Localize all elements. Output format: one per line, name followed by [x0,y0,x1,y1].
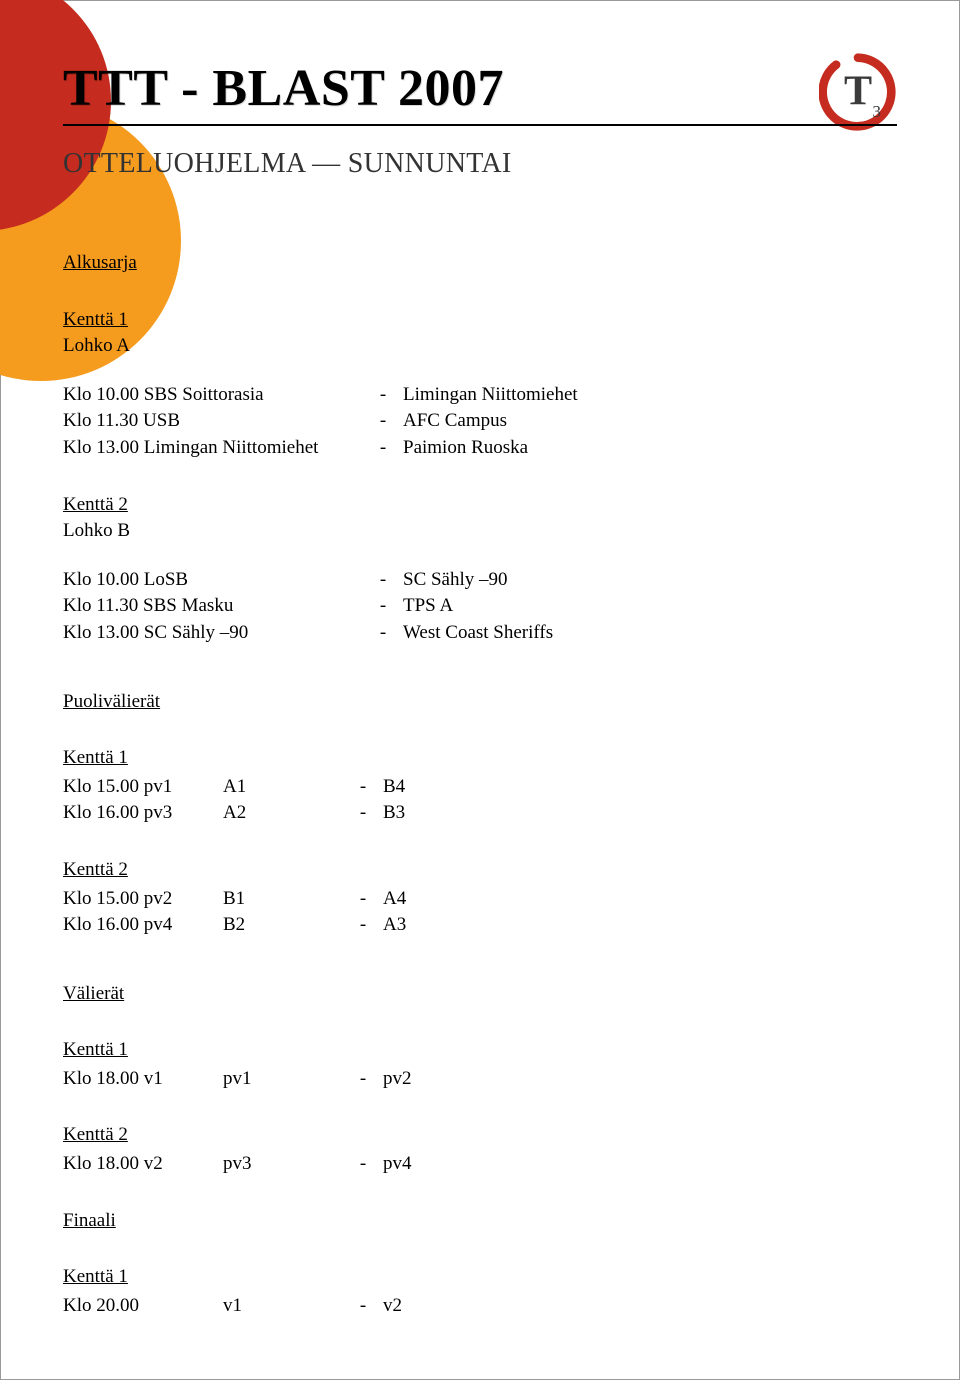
schedule-row: Klo 18.00 v1pv1-pv2 [63,1066,897,1093]
section-finaali: Finaali [63,1208,897,1235]
match-right: SC Sähly –90 [403,567,897,594]
match-left: Klo 11.30 USB [63,408,363,435]
match-time: Klo 20.00 [63,1293,223,1320]
ve-kentta2-label: Kenttä 2 [63,1122,897,1149]
match-right: TPS A [403,593,897,620]
match-right: A3 [383,912,463,939]
match-left: v1 [223,1293,343,1320]
match-time: Klo 18.00 v2 [63,1151,223,1178]
schedule-row: Klo 13.00 SC Sähly –90-West Coast Sherif… [63,620,897,647]
match-time: Klo 16.00 pv4 [63,912,223,939]
schedule-row: Klo 11.30 SBS Masku-TPS A [63,593,897,620]
dash: - [363,435,403,462]
page-subtitle: OTTELUOHJELMA — SUNNUNTAI [63,148,897,180]
match-left: Klo 13.00 Limingan Niittomiehet [63,435,363,462]
match-right: B3 [383,800,463,827]
match-left: B2 [223,912,343,939]
section-valierat: Välierät [63,981,897,1008]
dash: - [343,774,383,801]
match-right: B4 [383,774,463,801]
dash: - [363,620,403,647]
match-time: Klo 15.00 pv2 [63,886,223,913]
match-right: AFC Campus [403,408,897,435]
dash: - [363,593,403,620]
match-left: pv1 [223,1066,343,1093]
section-puolivalierat: Puolivälierät [63,689,897,716]
dash: - [343,800,383,827]
ve-kentta1-label: Kenttä 1 [63,1037,897,1064]
schedule-row: Klo 15.00 pv2B1-A4 [63,886,897,913]
match-left: Klo 10.00 LoSB [63,567,363,594]
schedule-row: Klo 15.00 pv1A1-B4 [63,774,897,801]
match-left: B1 [223,886,343,913]
match-time: Klo 15.00 pv1 [63,774,223,801]
pv-kentta2-label: Kenttä 2 [63,857,897,884]
schedule-row: Klo 20.00v1-v2 [63,1293,897,1320]
schedule-row: Klo 13.00 Limingan Niittomiehet-Paimion … [63,435,897,462]
match-left: Klo 11.30 SBS Masku [63,593,363,620]
fin-kentta1-label: Kenttä 1 [63,1264,897,1291]
match-left: Klo 13.00 SC Sähly –90 [63,620,363,647]
schedule-row: Klo 16.00 pv4B2-A3 [63,912,897,939]
match-right: Paimion Ruoska [403,435,897,462]
dash: - [343,1293,383,1320]
lohko-a-label: Lohko A [63,333,897,360]
match-time: Klo 18.00 v1 [63,1066,223,1093]
match-left: A2 [223,800,343,827]
dash: - [363,382,403,409]
page-title: TTT - BLAST 2007 [63,59,897,118]
lohko-b-label: Lohko B [63,518,897,545]
dash: - [363,567,403,594]
match-right: pv2 [383,1066,463,1093]
match-right: pv4 [383,1151,463,1178]
dash: - [343,886,383,913]
kentta1-label: Kenttä 1 [63,307,897,334]
dash: - [343,1151,383,1178]
schedule-row: Klo 16.00 pv3A2-B3 [63,800,897,827]
dash: - [343,912,383,939]
schedule-row: Klo 11.30 USB-AFC Campus [63,408,897,435]
match-right: A4 [383,886,463,913]
schedule-row: Klo 10.00 LoSB-SC Sähly –90 [63,567,897,594]
pv-kentta1-label: Kenttä 1 [63,745,897,772]
dash: - [343,1066,383,1093]
match-time: Klo 16.00 pv3 [63,800,223,827]
section-alkusarja: Alkusarja [63,250,897,277]
match-right: Limingan Niittomiehet [403,382,897,409]
match-right: v2 [383,1293,463,1320]
match-right: West Coast Sheriffs [403,620,897,647]
schedule-row: Klo 10.00 SBS Soittorasia-Limingan Niitt… [63,382,897,409]
dash: - [363,408,403,435]
match-left: A1 [223,774,343,801]
match-left: pv3 [223,1151,343,1178]
title-rule [63,124,897,126]
kentta2-label: Kenttä 2 [63,492,897,519]
schedule-row: Klo 18.00 v2pv3-pv4 [63,1151,897,1178]
match-left: Klo 10.00 SBS Soittorasia [63,382,363,409]
